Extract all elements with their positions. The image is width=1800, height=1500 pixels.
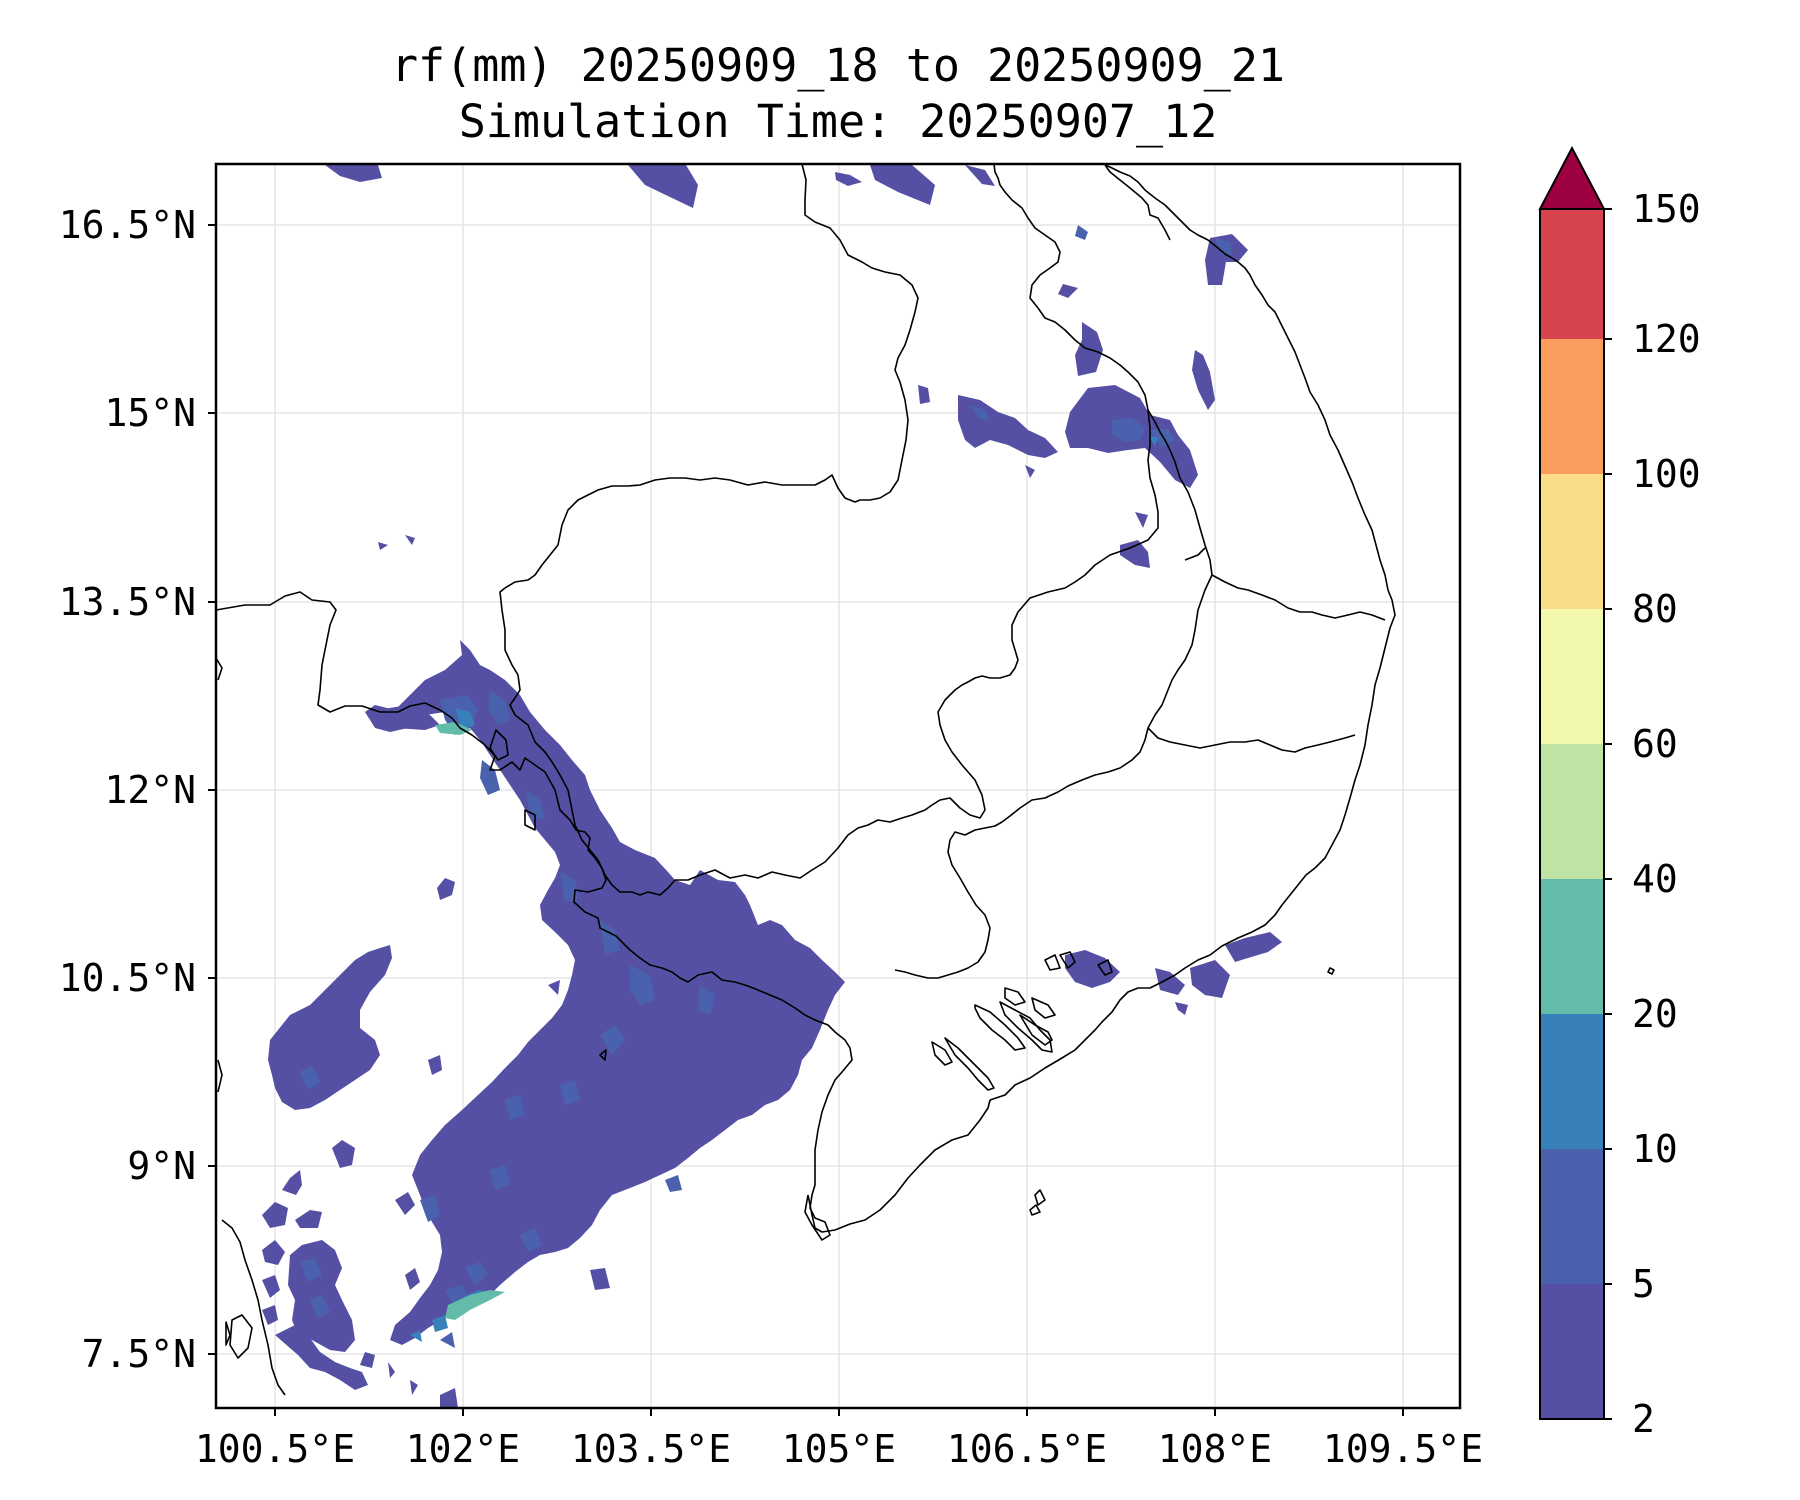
- map-frame: [214, 162, 1462, 1410]
- lon-tick-label: 102°E: [406, 1427, 520, 1471]
- lat-tick-label: 15°N: [104, 391, 196, 435]
- colorbar-tick-label: 100: [1632, 452, 1701, 496]
- colorbar-tick-label: 120: [1632, 317, 1701, 361]
- lat-tick-label: 16.5°N: [59, 203, 196, 247]
- colorbar-segment: [1540, 879, 1604, 1014]
- rainfall-5-10mm: [300, 225, 1232, 1348]
- coastlines-borders: [216, 164, 1396, 1396]
- colorbar-segment: [1540, 209, 1604, 339]
- colorbar-segment: [1540, 339, 1604, 474]
- colorbar-tick-label: 10: [1632, 1127, 1678, 1171]
- colorbar-tick-label: 40: [1632, 857, 1678, 901]
- lon-tick-label: 105°E: [782, 1427, 896, 1471]
- map-panel: [214, 162, 1462, 1410]
- colorbar-tick-label: 60: [1632, 722, 1678, 766]
- colorbar-outline: [1539, 209, 1605, 1420]
- lon-tick-label: 103.5°E: [571, 1427, 731, 1471]
- colorbar-segment: [1540, 1149, 1604, 1284]
- colorbar-segment: [1540, 474, 1604, 609]
- colorbar-tick-label: 80: [1632, 587, 1678, 631]
- longitude-axis: 100.5°E 102°E 103.5°E 105°E 106.5°E 108°…: [195, 1408, 1483, 1471]
- colorbar-extend-triangle: [1538, 145, 1606, 210]
- gridlines: [216, 164, 1460, 1408]
- lon-tick-label: 109.5°E: [1323, 1427, 1483, 1471]
- lat-tick-label: 7.5°N: [82, 1332, 196, 1376]
- lon-tick-label: 108°E: [1158, 1427, 1272, 1471]
- map-subtitle: Simulation Time: 20250907_12: [458, 95, 1218, 148]
- lat-tick-label: 10.5°N: [59, 956, 196, 1000]
- colorbar: 2 5 10 20 40 60 80 100 120 150: [1538, 145, 1701, 1441]
- lat-tick-label: 13.5°N: [59, 580, 196, 624]
- lon-tick-label: 106.5°E: [947, 1427, 1107, 1471]
- map-title: rf(mm) 20250909_18 to 20250909_21: [390, 39, 1286, 92]
- lat-tick-label: 9°N: [127, 1144, 196, 1188]
- colorbar-segment: [1540, 609, 1604, 744]
- colorbar-tick-label: 20: [1632, 992, 1678, 1036]
- colorbar-tick-label: 2: [1632, 1397, 1655, 1441]
- lat-tick-label: 12°N: [104, 768, 196, 812]
- colorbar-segment: [1540, 1014, 1604, 1149]
- latitude-axis: 16.5°N 15°N 13.5°N 12°N 10.5°N 9°N 7.5°N: [59, 203, 216, 1376]
- rainfall-2-5mm: [262, 165, 1282, 1408]
- lon-tick-label: 100.5°E: [195, 1427, 355, 1471]
- colorbar-tick-label: 5: [1632, 1262, 1655, 1306]
- rainfall-20-40mm: [435, 722, 505, 1320]
- colorbar-tick-label: 150: [1632, 187, 1701, 231]
- colorbar-segment: [1540, 744, 1604, 879]
- colorbar-segment: [1540, 1284, 1604, 1419]
